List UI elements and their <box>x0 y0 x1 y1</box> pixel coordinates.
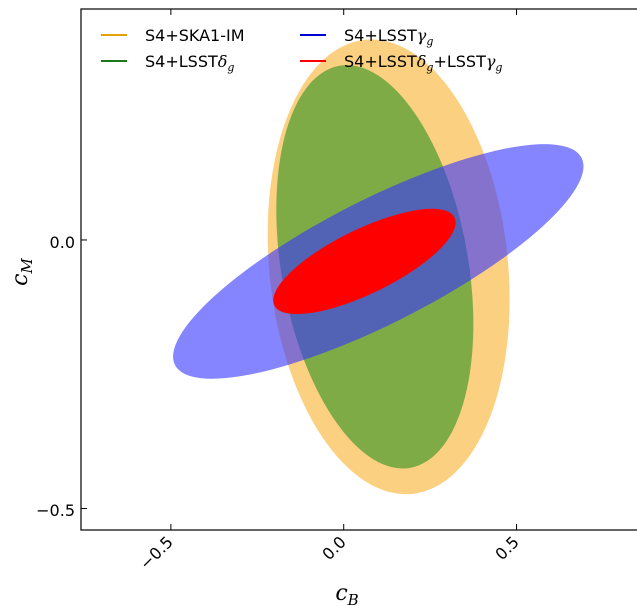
legend-label-lsst-gamma: S4+LSSTγg <box>344 26 433 48</box>
x-tick-label-0-5: 0.5 <box>491 532 522 563</box>
legend: S4+SKA1-IM S4+LSSTδg S4+LSSTγg S4+LSSTδg… <box>101 26 502 74</box>
legend-entry-ska: S4+SKA1-IM <box>101 26 245 45</box>
plot-area <box>80 8 637 531</box>
legend-entry-lsst-gamma: S4+LSSTγg <box>300 26 433 48</box>
legend-entry-combined: S4+LSSTδg+LSSTγg <box>300 52 502 74</box>
legend-entry-lsst-delta: S4+LSSTδg <box>101 52 234 74</box>
plot-frame <box>80 8 637 531</box>
y-tick-label-neg-0-5: −0.5 <box>36 501 75 520</box>
tick-marks <box>81 9 518 530</box>
contour-layer <box>173 39 584 495</box>
legend-label-lsst-delta: S4+LSSTδg <box>145 52 234 74</box>
legend-label-ska: S4+SKA1-IM <box>145 26 245 45</box>
contour-ellipse-3 <box>273 208 456 315</box>
x-tick-label-neg-0-5: −0.5 <box>136 532 177 573</box>
y-axis-label: cM <box>8 258 36 286</box>
x-tick-label-0-0: 0.0 <box>318 532 349 563</box>
y-tick-label-0-0: 0.0 <box>50 233 75 252</box>
x-axis-label: cB <box>335 581 358 606</box>
legend-label-combined: S4+LSSTδg+LSSTγg <box>344 52 502 74</box>
